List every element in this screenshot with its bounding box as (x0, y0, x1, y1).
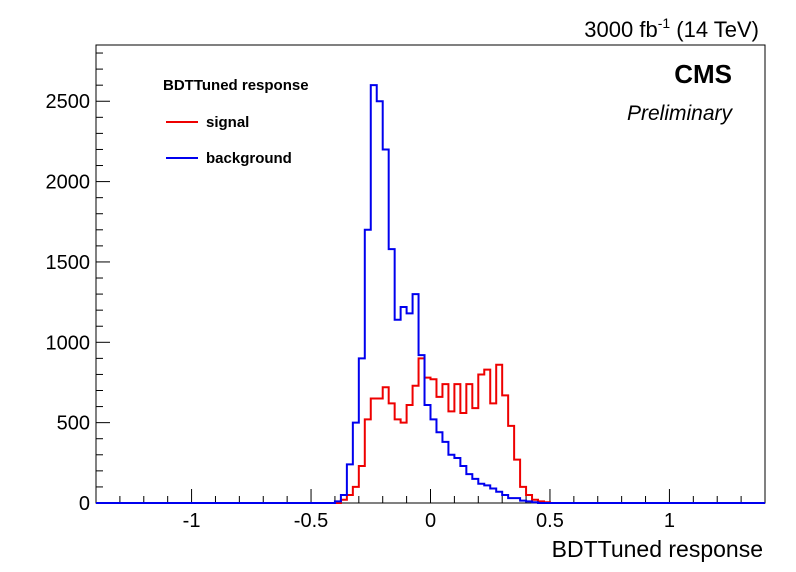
legend-label-signal: signal (206, 114, 249, 131)
x-axis-title: BDTTuned response (552, 536, 763, 562)
series-layer (96, 84, 765, 504)
x-tick-label: -0.5 (294, 510, 328, 532)
series-background (96, 84, 765, 504)
y-tick-label: 1500 (46, 252, 91, 274)
experiment-label: CMS (674, 59, 732, 89)
x-tick-label: 0 (425, 510, 436, 532)
y-axis-ticks: 0 500 1000 1500 2000 2500 (46, 52, 110, 515)
y-tick-label: 1000 (46, 332, 91, 354)
x-tick-label: 1 (664, 510, 675, 532)
y-tick-label: 500 (57, 413, 90, 435)
legend-title: BDTTuned response (163, 77, 309, 94)
x-axis-ticks: -1 -0.5 0 0.5 1 (95, 489, 766, 532)
status-label: Preliminary (627, 102, 734, 125)
x-tick-label: 0.5 (536, 510, 564, 532)
lumi-label: 3000 fb-1 (14 TeV) (584, 15, 759, 42)
series-signal (96, 357, 765, 504)
x-tick-label: -1 (183, 510, 201, 532)
y-tick-label: 0 (79, 493, 90, 515)
y-tick-label: 2000 (46, 172, 91, 194)
legend: BDTTuned response signal background (163, 77, 309, 167)
legend-label-background: background (206, 150, 292, 167)
y-tick-label: 2500 (46, 91, 91, 113)
